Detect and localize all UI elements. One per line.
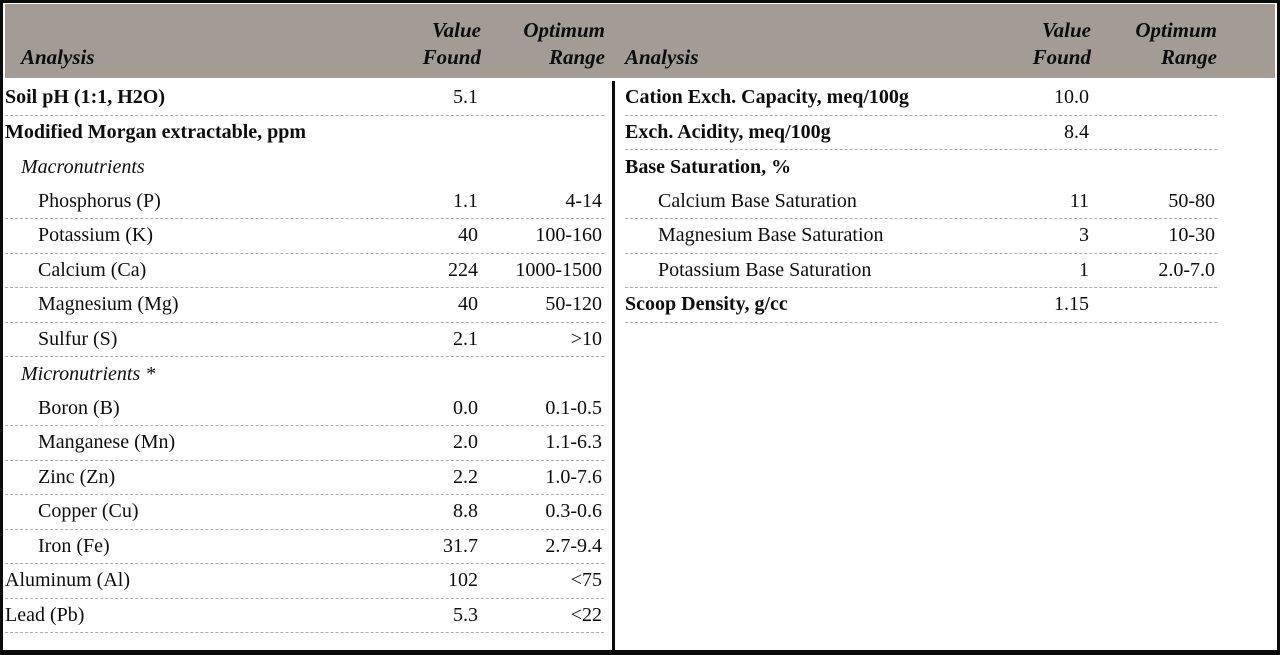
analysis-label: Aluminum (Al) <box>5 569 130 592</box>
analysis-label: Magnesium Base Saturation <box>658 224 884 247</box>
analysis-label: Copper (Cu) <box>38 500 139 523</box>
value-found-cell: 2.0 <box>453 431 478 454</box>
value-found-cell: 1.1 <box>453 189 478 212</box>
value-found-cell: 40 <box>458 293 478 316</box>
analysis-label: Zinc (Zn) <box>38 465 116 488</box>
analysis-label: Base Saturation, % <box>625 155 792 178</box>
analysis-label: Calcium Base Saturation <box>658 189 857 212</box>
table-row: Boron (B) 0.0 0.1-0.5 <box>5 392 604 426</box>
optimum-range-cell: 50-120 <box>545 293 602 316</box>
vertical-divider <box>612 81 615 650</box>
analysis-label: Scoop Density, g/cc <box>625 293 788 316</box>
value-found-cell: 0.0 <box>453 396 478 419</box>
analysis-label: Modified Morgan extractable, ppm <box>5 121 307 144</box>
optimum-range-cell: 10-30 <box>1168 224 1215 247</box>
analysis-label: Magnesium (Mg) <box>38 293 179 316</box>
optimum-range-cell: 1000-1500 <box>515 258 602 281</box>
column-header-analysis: Analysis <box>625 45 699 69</box>
table-row: Magnesium (Mg) 40 50-120 <box>5 288 604 323</box>
value-found-cell: 31.7 <box>443 534 478 557</box>
table-row: Soil pH (1:1, H2O) 5.1 <box>5 81 604 116</box>
optimum-range-cell: >10 <box>570 327 602 350</box>
value-found-cell: 5.3 <box>453 603 478 626</box>
table-row: Scoop Density, g/cc 1.15 <box>625 288 1217 323</box>
left-table-header: Analysis Value Found Optimum Range <box>5 4 615 78</box>
value-found-cell: 1 <box>1079 258 1089 281</box>
table-row: Modified Morgan extractable, ppm <box>5 116 604 151</box>
column-header-optimum-range: Optimum Range <box>1135 18 1217 69</box>
analysis-label: Cation Exch. Capacity, meq/100g <box>625 86 909 109</box>
table-row: Phosphorus (P) 1.1 4-14 <box>5 185 604 219</box>
optimum-range-cell: 0.1-0.5 <box>545 396 602 419</box>
table-row: Calcium Base Saturation 11 50-80 <box>625 185 1217 219</box>
optimum-range-cell: 0.3-0.6 <box>545 500 602 523</box>
table-row: Lead (Pb) 5.3 <22 <box>5 599 604 633</box>
analysis-label: Phosphorus (P) <box>38 189 161 212</box>
value-found-cell: 2.2 <box>453 465 478 488</box>
analysis-label: Micronutrients * <box>21 362 156 385</box>
table-row: Macronutrients <box>5 150 604 185</box>
optimum-range-cell: 1.1-6.3 <box>545 431 602 454</box>
value-found-cell: 8.4 <box>1064 120 1089 143</box>
value-found-cell: 3 <box>1079 224 1089 247</box>
optimum-range-cell: <75 <box>570 569 602 592</box>
analysis-label: Manganese (Mn) <box>38 431 176 454</box>
value-found-cell: 10.0 <box>1054 86 1089 109</box>
table-body: Soil pH (1:1, H2O) 5.1 Modified Morgan ext… <box>3 81 1277 650</box>
analysis-label: Exch. Acidity, meq/100g <box>625 120 831 143</box>
table-row: Manganese (Mn) 2.0 1.1-6.3 <box>5 426 604 461</box>
optimum-range-cell: 4-14 <box>565 189 602 212</box>
table-row: Sulfur (S) 2.1 >10 <box>5 323 604 357</box>
value-found-cell: 102 <box>448 569 478 592</box>
analysis-label: Potassium (K) <box>38 224 153 247</box>
table-row: Potassium (K) 40 100-160 <box>5 219 604 254</box>
table-row: Exch. Acidity, meq/100g 8.4 <box>625 116 1217 150</box>
value-found-cell: 40 <box>458 224 478 247</box>
analysis-label: Calcium (Ca) <box>38 258 147 281</box>
column-header-value-found: Value Found <box>422 18 481 69</box>
analysis-label: Potassium Base Saturation <box>658 258 872 281</box>
optimum-range-cell: 100-160 <box>535 224 602 247</box>
value-found-cell: 8.8 <box>453 500 478 523</box>
value-found-cell: 11 <box>1069 189 1089 212</box>
value-found-cell: 1.15 <box>1054 293 1089 316</box>
analysis-label: Macronutrients <box>21 155 145 178</box>
left-table: Soil pH (1:1, H2O) 5.1 Modified Morgan ext… <box>3 81 612 650</box>
table-row: Copper (Cu) 8.8 0.3-0.6 <box>5 495 604 530</box>
table-row: Potassium Base Saturation 1 2.0-7.0 <box>625 254 1217 288</box>
table-row: Cation Exch. Capacity, meq/100g 10.0 <box>625 81 1217 116</box>
analysis-label: Soil pH (1:1, H2O) <box>5 86 166 109</box>
optimum-range-cell: <22 <box>570 603 602 626</box>
value-found-cell: 224 <box>448 258 478 281</box>
analysis-label: Sulfur (S) <box>38 327 118 350</box>
optimum-range-cell: 2.7-9.4 <box>545 534 602 557</box>
table-row: Aluminum (Al) 102 <75 <box>5 564 604 599</box>
table-row: Micronutrients * <box>5 357 604 392</box>
value-found-cell: 2.1 <box>453 327 478 350</box>
value-found-cell: 5.1 <box>453 86 478 109</box>
analysis-label: Iron (Fe) <box>38 534 110 557</box>
column-header-optimum-range: Optimum Range <box>523 18 605 69</box>
table-row: Magnesium Base Saturation 3 10-30 <box>625 219 1217 254</box>
optimum-range-cell: 2.0-7.0 <box>1158 258 1215 281</box>
right-table: Cation Exch. Capacity, meq/100g 10.0 Exch.… <box>615 81 1277 650</box>
analysis-label: Lead (Pb) <box>5 603 85 626</box>
table-row: Iron (Fe) 31.7 2.7-9.4 <box>5 530 604 564</box>
table-row: Calcium (Ca) 224 1000-1500 <box>5 254 604 288</box>
right-table-header: Analysis Value Found Optimum Range <box>615 4 1275 78</box>
optimum-range-cell: 1.0-7.6 <box>545 465 602 488</box>
column-header-value-found: Value Found <box>1032 18 1091 69</box>
optimum-range-cell: 50-80 <box>1168 189 1215 212</box>
column-header-analysis: Analysis <box>21 45 95 69</box>
analysis-label: Boron (B) <box>38 396 120 419</box>
table-row: Zinc (Zn) 2.2 1.0-7.6 <box>5 461 604 495</box>
table-row: Base Saturation, % <box>625 150 1217 185</box>
table-header-band: Analysis Value Found Optimum Range Analy… <box>5 4 1275 78</box>
